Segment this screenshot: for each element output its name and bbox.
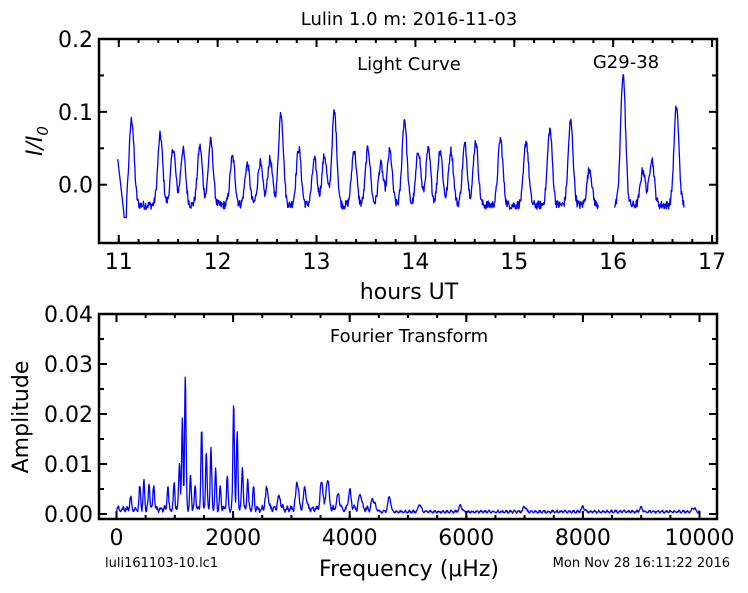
light-curve-ylabel: I/I0 xyxy=(23,126,52,156)
footer-filename: luli161103-10.lc1 xyxy=(105,556,218,571)
fourier-line xyxy=(115,376,701,514)
fourier-xlabel: Frequency (μHz) xyxy=(319,557,499,582)
x-tick-label: 2000 xyxy=(205,526,261,551)
x-tick-label: 4000 xyxy=(322,526,378,551)
x-tick-label: 13 xyxy=(303,250,331,275)
fourier-panel: 0 2000 4000 6000 8000 10000 0.00 0.01 0.02 0.03 0.… xyxy=(9,303,735,582)
ylabel-subscript: 0 xyxy=(34,126,52,136)
y-tick-label: 0.01 xyxy=(44,453,93,478)
x-tick-label: 6000 xyxy=(438,526,494,551)
fourier-ticks: 0 2000 4000 6000 8000 10000 0.00 0.01 0.02 0.03 0.… xyxy=(44,303,734,551)
fourier-series xyxy=(115,376,701,514)
x-tick-label: 17 xyxy=(698,250,726,275)
light-curve-panel: 11 12 13 14 15 16 17 0.0 0.1 0.2 Light Curve G29-… xyxy=(23,28,726,305)
y-tick-label: 0.03 xyxy=(44,353,93,378)
footer-timestamp: Mon Nov 28 16:11:22 2016 xyxy=(553,556,730,571)
light-curve-annotation: Light Curve xyxy=(357,54,461,75)
x-tick-label: 11 xyxy=(105,250,133,275)
y-tick-label: 0.1 xyxy=(58,101,93,126)
x-tick-label: 15 xyxy=(500,250,528,275)
y-tick-label: 0.2 xyxy=(58,28,93,53)
x-tick-label: 12 xyxy=(204,250,232,275)
svg-text:I/I0: I/I0 xyxy=(23,126,52,156)
light-curve-ticks: 11 12 13 14 15 16 17 0.0 0.1 0.2 xyxy=(58,28,726,275)
y-tick-label: 0.00 xyxy=(44,503,93,528)
object-label: G29-38 xyxy=(593,52,659,73)
x-tick-label: 8000 xyxy=(555,526,611,551)
light-curve-line xyxy=(613,73,685,210)
fourier-annotation: Fourier Transform xyxy=(330,326,488,347)
light-curve-axes-frame xyxy=(97,37,719,245)
x-tick-label: 16 xyxy=(599,250,627,275)
figure-title: Lulin 1.0 m: 2016-11-03 xyxy=(301,9,518,30)
ylabel-numerator: I/I xyxy=(23,136,48,156)
x-tick-label: 14 xyxy=(401,250,429,275)
y-tick-label: 0.04 xyxy=(44,303,93,328)
y-tick-label: 0.0 xyxy=(58,174,93,199)
light-curve-line xyxy=(117,109,599,219)
y-tick-label: 0.02 xyxy=(44,403,93,428)
fourier-ylabel: Amplitude xyxy=(9,361,34,474)
x-tick-label: 0 xyxy=(109,526,123,551)
light-curve-xlabel: hours UT xyxy=(360,280,459,305)
x-tick-label: 10000 xyxy=(665,526,735,551)
light-curve-series xyxy=(117,73,685,219)
